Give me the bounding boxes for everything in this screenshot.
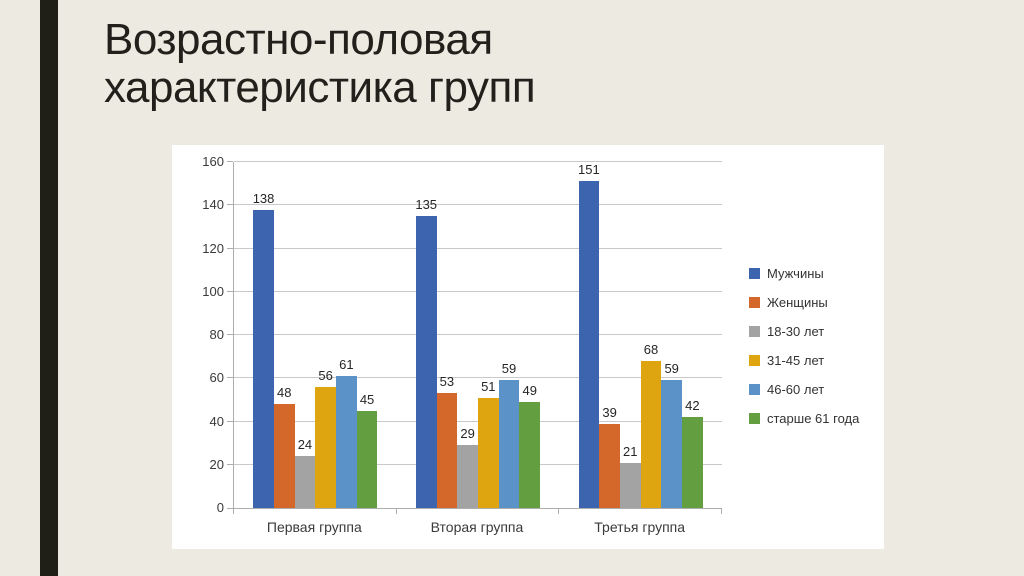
y-axis-tick: [227, 247, 233, 249]
bar: [519, 402, 541, 508]
bar-value-label: 68: [643, 341, 659, 357]
bar-value-label: 21: [623, 443, 638, 459]
gridline: [234, 247, 722, 249]
legend-label: 31-45 лет: [767, 353, 825, 368]
bar-value-label: 42: [685, 398, 700, 414]
bar-value-label: 24: [297, 437, 313, 453]
bar-value-label: 151: [578, 162, 600, 178]
legend-swatch: [749, 355, 760, 366]
bar-value-label: 56: [318, 367, 333, 383]
y-tick-label: 100: [202, 283, 224, 299]
x-axis-tick: [721, 509, 722, 514]
y-axis-tick: [227, 161, 233, 162]
category-label: Первая группа: [266, 519, 362, 535]
bar: [457, 445, 478, 508]
bar-value-label: 138: [252, 190, 275, 206]
y-axis-tick: [227, 334, 233, 335]
legend-label: старше 61 года: [767, 411, 860, 426]
bar-value-label: 61: [339, 357, 354, 373]
gridline: [234, 290, 722, 292]
slide-title: Возрастно-половая характеристика групп: [104, 15, 536, 112]
y-tick-label: 140: [202, 197, 224, 213]
gridline: [234, 334, 722, 335]
legend-swatch: [749, 297, 760, 308]
bar: [436, 393, 458, 508]
bar-value-label: 135: [415, 197, 438, 213]
bar: [415, 216, 437, 508]
legend-item: 31-45 лет: [749, 346, 859, 375]
bar-value-label: 59: [664, 361, 679, 377]
x-axis-tick: [395, 509, 397, 514]
y-axis-tick: [227, 508, 233, 509]
chart-panel: 138 48 24 56 61 45 135 53 29 51 59 49 151 39 21 68 59 42 …: [172, 145, 884, 549]
bar: [498, 380, 520, 508]
bar: [619, 462, 641, 508]
bar: [640, 360, 662, 508]
y-axis-tick: [227, 420, 233, 422]
left-accent-bar: [40, 0, 58, 576]
legend-item: 46-60 лет: [749, 375, 859, 404]
gridline: [234, 161, 722, 162]
y-tick-label: 160: [202, 154, 224, 169]
legend-item: Мужчины: [749, 259, 859, 288]
y-tick-label: 40: [209, 413, 224, 429]
legend-label: 46-60 лет: [767, 382, 825, 397]
bar: [599, 423, 620, 508]
x-axis-tick: [233, 509, 234, 514]
y-tick-label: 60: [209, 370, 224, 386]
y-axis-tick: [227, 463, 233, 465]
y-tick-label: 20: [209, 456, 224, 472]
y-axis-tick: [227, 204, 233, 206]
y-tick-label: 0: [216, 500, 224, 515]
bar-value-label: 45: [359, 391, 375, 407]
bar-value-label: 39: [602, 404, 617, 420]
legend-item: 18-30 лет: [749, 317, 859, 346]
legend-swatch: [749, 326, 760, 337]
gridline: [234, 204, 722, 206]
y-tick-label: 120: [202, 240, 224, 256]
bar: [682, 417, 703, 508]
bar-value-label: 48: [277, 385, 292, 401]
legend-swatch: [749, 384, 760, 395]
bar: [315, 386, 336, 508]
legend-label: 18-30 лет: [767, 324, 825, 339]
legend-swatch: [749, 413, 760, 424]
legend-item: Женщины: [749, 288, 859, 317]
gridline: [234, 377, 722, 379]
bar: [661, 380, 683, 508]
category-label: Вторая группа: [430, 519, 524, 535]
y-tick-label: 80: [209, 327, 224, 342]
plot-area: 138 48 24 56 61 45 135 53 29 51 59 49 151 39 21 68 59 42: [233, 161, 722, 509]
bar: [253, 209, 274, 508]
y-axis-tick: [227, 377, 233, 379]
category-label: Третья группа: [594, 519, 686, 535]
x-axis-tick: [558, 509, 560, 514]
bar: [477, 397, 499, 508]
bar: [294, 456, 316, 508]
bar-value-label: 29: [460, 426, 475, 442]
legend-label: Женщины: [767, 295, 828, 310]
y-axis-tick: [227, 290, 233, 292]
chart-legend: Мужчины Женщины 18-30 лет 31-45 лет 46-60 ле…: [749, 259, 859, 433]
bar-value-label: 49: [522, 383, 537, 399]
bar: [356, 410, 378, 508]
legend-swatch: [749, 268, 760, 279]
bar: [578, 181, 600, 508]
legend-label: Мужчины: [767, 266, 824, 281]
bar: [336, 376, 357, 508]
legend-item: старше 61 года: [749, 404, 859, 433]
bar-value-label: 59: [501, 361, 517, 377]
bar-value-label: 53: [439, 374, 455, 390]
bar-value-label: 51: [481, 378, 496, 394]
bar: [273, 404, 295, 508]
